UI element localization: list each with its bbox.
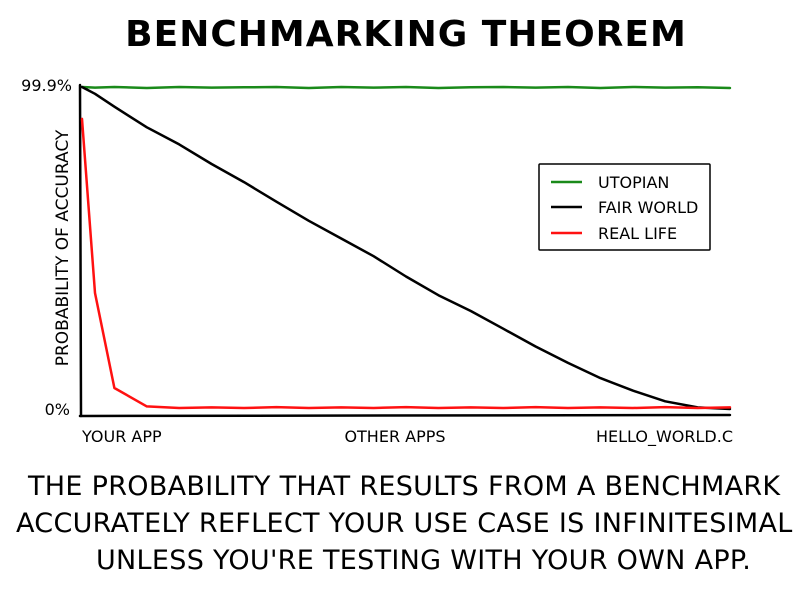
chart: 99.9% 0% PROBABILITY OF ACCURACY YOUR AP… bbox=[21, 76, 733, 447]
caption-line-1: THE PROBABILITY THAT RESULTS FROM A BENC… bbox=[28, 471, 781, 502]
legend: UTOPIAN FAIR WORLD REAL LIFE bbox=[538, 163, 711, 251]
legend-label-fair-world: FAIR WORLD bbox=[598, 198, 698, 217]
x-tick-label-your-app: YOUR APP bbox=[81, 427, 162, 446]
y-tick-label-bottom: 0% bbox=[45, 400, 70, 419]
x-tick-label-other-apps: OTHER APPS bbox=[344, 427, 445, 446]
page-title: BENCHMARKING THEOREM bbox=[125, 14, 687, 55]
caption-line-2: ACCURATELY REFLECT YOUR USE CASE IS INFI… bbox=[16, 508, 793, 539]
legend-box bbox=[538, 163, 711, 251]
legend-label-real-life: REAL LIFE bbox=[598, 224, 677, 243]
caption: THE PROBABILITY THAT RESULTS FROM A BENC… bbox=[16, 468, 806, 579]
y-axis bbox=[78, 83, 83, 418]
caption-line-3: UNLESS YOU'RE TESTING WITH YOUR OWN APP. bbox=[96, 545, 752, 576]
series-line-real-life bbox=[80, 117, 732, 410]
x-tick-label-hello-world: HELLO_WORLD.C bbox=[596, 427, 733, 447]
series-line-fair-world bbox=[80, 85, 732, 411]
y-tick-label-top: 99.9% bbox=[21, 76, 72, 95]
y-axis-label: PROBABILITY OF ACCURACY bbox=[53, 129, 73, 366]
series-line-utopian bbox=[80, 85, 732, 90]
legend-label-utopian: UTOPIAN bbox=[598, 173, 669, 192]
x-axis bbox=[78, 413, 732, 418]
series-layer bbox=[80, 85, 732, 411]
